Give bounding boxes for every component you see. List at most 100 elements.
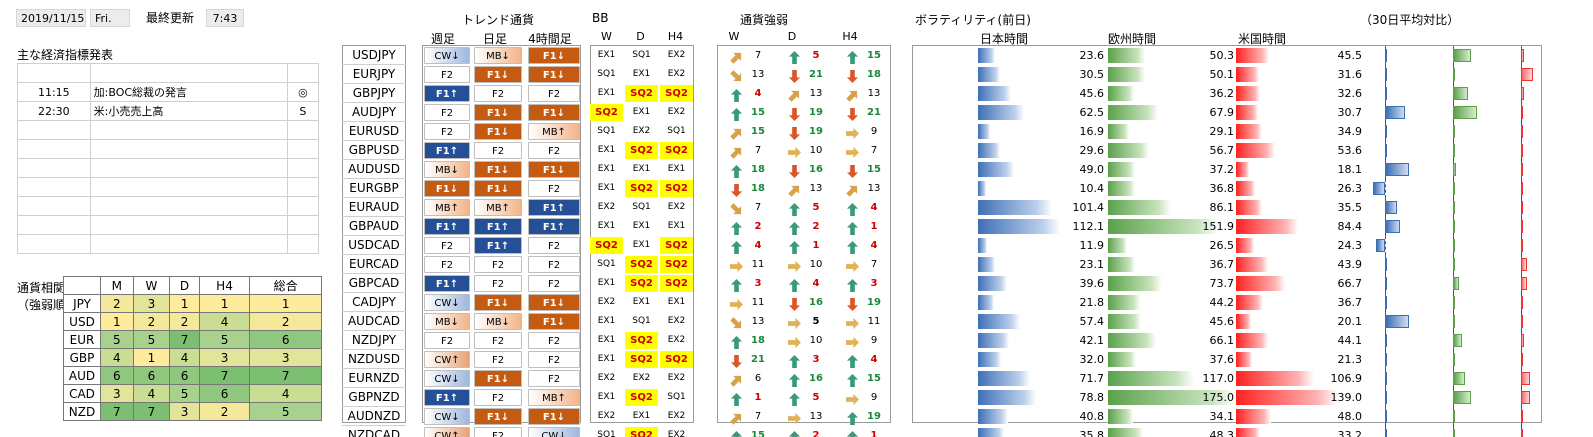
vol-bar — [1108, 352, 1136, 367]
vol-bar — [1108, 200, 1171, 215]
vol-bar — [1108, 428, 1144, 437]
strength-col-w: W — [728, 30, 740, 43]
bb-cell: EX1 — [632, 107, 651, 117]
corr-col-header: M — [100, 276, 134, 295]
up-arrow-icon — [788, 391, 801, 406]
vol-value: 151.9 — [1202, 220, 1235, 233]
up-arrow-icon — [846, 49, 859, 64]
pair-row: AUDCAD MB↓ MB↓ F1↓ EX1 SQ1 EX2 13 5 11 57.4 45.6 20.… — [342, 312, 1542, 331]
corr-row: AUD 6 6 6 7 7 — [63, 366, 322, 385]
bb-cell: SQ2 — [625, 142, 658, 159]
event-mark — [286, 215, 320, 235]
up-right-arrow-icon — [846, 87, 859, 102]
avg-compare-bar — [1521, 106, 1523, 119]
vol-cell: 48.0 — [1236, 409, 1364, 424]
vol-value: 101.4 — [1072, 201, 1105, 214]
vol-cell: 11.9 — [978, 238, 1106, 253]
corr-rank: 3 — [249, 348, 322, 367]
avg-compare-bar — [1521, 87, 1524, 100]
strength-rank: 15 — [867, 50, 881, 61]
pair-row: USDCAD F2 F1↑ F2 SQ2 EX1 SQ2 4 1 4 11.9 26.5 24.3 — [342, 236, 1542, 255]
trend-cell: MB↑ — [424, 199, 470, 216]
down-arrow-icon — [846, 296, 859, 311]
trend-cell: F1↓ — [528, 294, 580, 311]
avg-compare-bar — [1521, 144, 1523, 157]
date-display: 2019/11/15 — [16, 9, 86, 27]
vol-bar — [1236, 162, 1250, 177]
avg-compare-bar — [1453, 163, 1456, 176]
avg-compare-bar — [1385, 201, 1397, 214]
right-arrow-icon — [846, 315, 859, 330]
vol-cell: 56.7 — [1108, 143, 1236, 158]
vol-cell: 151.9 — [1108, 219, 1236, 234]
avg-compare-cell — [1450, 179, 1520, 198]
trend-cell: CW↓ — [528, 427, 580, 437]
avg-compare-cell — [1382, 122, 1452, 141]
vol-bar — [978, 371, 1031, 386]
event-row — [17, 177, 320, 197]
bb-cell: SQ2 — [625, 256, 658, 273]
vol-value: 21.8 — [1079, 296, 1105, 309]
corr-col-header: D — [169, 276, 200, 295]
vol-bar — [1108, 257, 1135, 272]
vol-cell: 32.6 — [1236, 86, 1364, 101]
vol-bar — [1236, 257, 1269, 272]
avg-compare-cell — [1450, 198, 1520, 217]
trend-cell: F1↓ — [528, 313, 580, 330]
avg-compare-cell — [1518, 331, 1588, 350]
strength-rank: 5 — [812, 392, 820, 403]
pair-name: GBPNZD — [342, 388, 406, 407]
bb-cell: EX2 — [597, 411, 616, 421]
avg-compare-cell — [1450, 293, 1520, 312]
vol-bar — [1236, 352, 1252, 367]
vol-bar — [1236, 86, 1260, 101]
strength-rank: 2 — [812, 221, 820, 232]
avg-compare-cell — [1518, 122, 1588, 141]
strength-rank: 1 — [812, 240, 820, 251]
bb-cell: SQ2 — [625, 351, 658, 368]
strength-rank: 4 — [870, 240, 878, 251]
event-mark: S — [286, 101, 320, 121]
down-arrow-icon — [788, 68, 801, 83]
pair-name: AUDCAD — [342, 312, 406, 331]
corr-row: CAD 3 4 5 6 4 — [63, 384, 322, 403]
vol-cell: 50.3 — [1108, 48, 1236, 63]
up-arrow-icon — [730, 163, 743, 178]
bb-cell: SQ2 — [625, 389, 658, 406]
pair-name: AUDUSD — [342, 160, 406, 179]
vol-col-us: 米国時間 — [1238, 32, 1287, 46]
vol-cell: 36.7 — [1108, 257, 1236, 272]
avg-compare-bar — [1521, 372, 1530, 385]
trend-cell: F2 — [474, 85, 522, 102]
bb-cell: SQ1 — [632, 202, 651, 212]
trend-cell: F1↑ — [474, 218, 522, 235]
vol-value: 44.1 — [1337, 334, 1363, 347]
vol-bar — [978, 409, 1008, 424]
trend-cell: F2 — [474, 332, 522, 349]
vol-bar — [1236, 314, 1251, 329]
bb-cell: EX1 — [597, 88, 616, 98]
avg-compare-cell — [1518, 65, 1588, 84]
event-mark — [286, 139, 320, 159]
avg-compare-cell — [1450, 122, 1520, 141]
trend-cell: F2 — [474, 275, 522, 292]
bb-cell: EX2 — [667, 50, 686, 60]
bb-cell: EX1 — [667, 221, 686, 231]
vol-bar — [1236, 105, 1259, 120]
vol-cell: 21.8 — [978, 295, 1106, 310]
avg-compare-bar — [1521, 201, 1523, 214]
strength-rank: 11 — [751, 297, 765, 308]
bb-cell: EX1 — [597, 335, 616, 345]
strength-rank: 13 — [809, 88, 823, 99]
avg-compare-cell — [1450, 236, 1520, 255]
pair-name: CADJPY — [342, 293, 406, 312]
vol-avg-title: （30日平均対比） — [1360, 13, 1460, 27]
vol-cell: 37.2 — [1108, 162, 1236, 177]
strength-rank: 19 — [809, 126, 823, 137]
corr-rank: 2 — [132, 312, 171, 331]
corr-rank: 7 — [132, 402, 171, 421]
strength-col-d: D — [787, 30, 797, 43]
vol-value: 112.1 — [1072, 220, 1105, 233]
corr-rank: 5 — [100, 330, 134, 349]
bb-cell: SQ1 — [667, 392, 686, 402]
